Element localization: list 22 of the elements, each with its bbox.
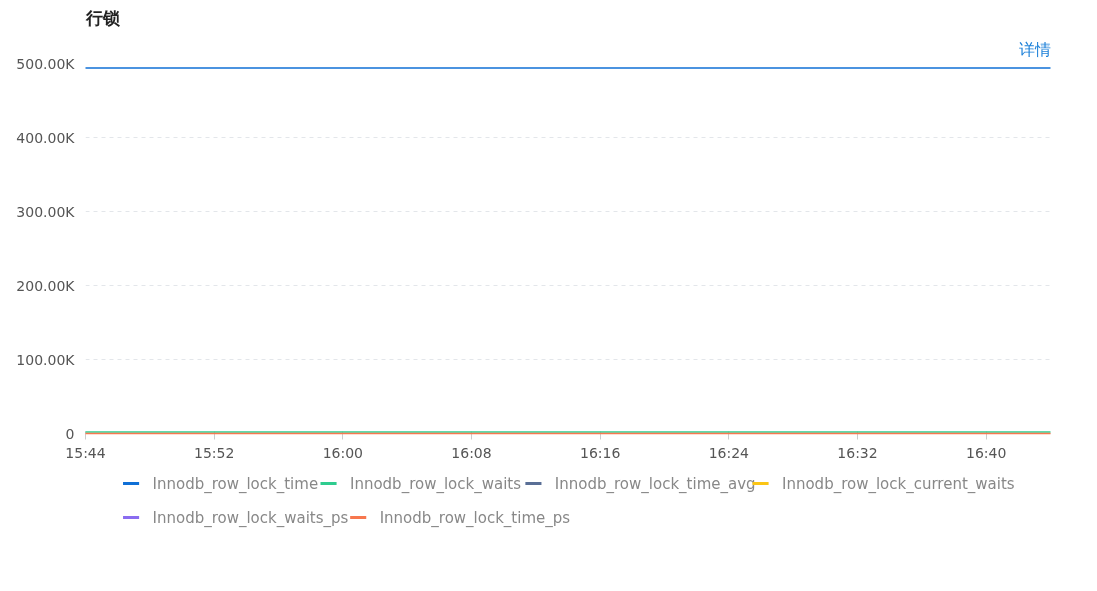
y-tick-label: 100.00K [16,351,76,368]
legend-label: Innodb_row_lock_time [152,474,319,494]
x-tick-label: 15:52 [193,444,235,461]
x-tick-label: 15:44 [65,444,106,461]
y-tick-label: 300.00K [16,203,76,220]
legend-label: Innodb_row_lock_time_avg [554,474,756,494]
text: 详情 [1018,39,1051,59]
y-tick-label: 400.00K [16,129,76,146]
x-tick-label: 16:40 [965,444,1007,461]
y-tick-label: 500.00K [16,55,76,72]
chart-title: 行锁 [84,7,120,28]
y-tick-label: 200.00K [16,277,76,294]
y-tick-label: 0 [65,425,75,442]
legend-label: Innodb_row_lock_waits [349,474,522,494]
legend-label: Innodb_row_lock_time_ps [379,508,571,528]
x-tick-label: 16:08 [451,444,492,461]
legend-label: Innodb_row_lock_waits_ps [152,508,349,528]
x-tick-label: 16:16 [579,444,621,461]
x-tick-label: 16:00 [322,444,364,461]
x-tick-label: 16:32 [837,444,878,461]
legend-label: Innodb_row_lock_current_waits [782,474,1015,494]
x-tick-label: 16:24 [708,444,750,461]
